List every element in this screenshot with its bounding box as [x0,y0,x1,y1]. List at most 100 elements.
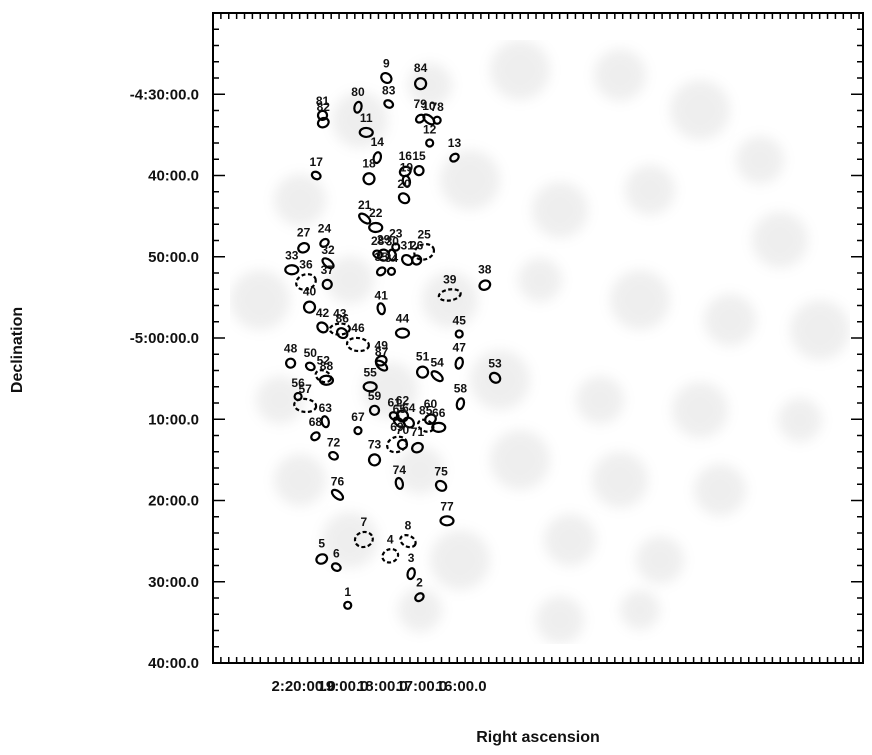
source-88: 88 [318,359,335,386]
source-ellipse [368,404,381,416]
source-34: 34 [385,251,398,276]
source-label: 9 [383,57,390,71]
source-6: 6 [330,547,342,572]
source-label: 49 [375,338,389,352]
source-label: 35 [375,250,389,264]
source-label: 88 [320,359,334,373]
source-label: 15 [412,149,426,163]
source-14: 14 [371,135,385,165]
source-8: 8 [399,519,417,549]
y-tick-label: -5:00:00.0 [130,330,199,347]
source-17: 17 [310,155,323,181]
source-label: 69 [390,420,404,434]
source-label: 13 [448,136,462,150]
source-label: 77 [440,499,454,513]
source-3: 3 [406,551,416,581]
source-ellipse [401,174,412,188]
source-23: 23 [389,227,403,252]
source-ellipse [432,115,442,125]
source-label: 14 [371,135,385,149]
source-label: 81 [316,94,330,108]
y-tick-label: 40:00.0 [148,655,199,672]
source-ellipse [449,152,460,163]
source-label: 68 [309,415,323,429]
source-label: 76 [331,474,345,488]
source-ellipse [396,438,409,451]
source-label: 43 [333,307,347,321]
source-73: 73 [368,437,382,467]
source-4: 4 [381,532,400,564]
source-label: 70 [396,423,410,437]
y-axis: -4:30:00.0 40:00.0 50:00.0 -5:00:00.0 10:00.… [130,12,863,672]
source-label: 63 [319,401,333,415]
source-41: 41 [375,288,388,316]
source-ellipse [394,476,405,490]
source-75: 75 [434,464,448,492]
y-tick-label: 10:00.0 [148,411,199,428]
x-tick-label: 17:00.0 [396,678,447,695]
source-label: 38 [478,263,492,277]
source-43: 43 [328,307,351,336]
source-label: 5 [318,537,325,551]
source-77: 77 [439,499,455,527]
source-label: 78 [430,100,444,114]
source-ellipse [454,356,464,370]
source-ellipse [284,264,300,276]
source-label: 52 [317,354,331,368]
source-ellipse [414,77,428,91]
source-ellipse [414,592,425,603]
source-74: 74 [393,463,407,490]
source-1: 1 [343,585,353,610]
source-ellipse [297,242,311,254]
source-label: 48 [284,342,298,356]
source-ellipse [358,212,372,225]
source-ellipse [431,421,447,433]
source-label: 74 [393,463,407,477]
source-label: 62 [396,394,410,408]
source-label: 37 [321,263,335,277]
source-ellipse [328,322,351,336]
source-59: 59 [368,389,382,416]
source-ellipse [424,413,437,426]
source-42: 42 [316,306,330,334]
source-30: 30 [386,235,399,262]
source-label: 56 [291,376,305,390]
source-ellipse [416,418,435,433]
source-label: 85 [419,403,433,417]
x-axis-title: Right ascension [476,729,600,746]
source-label: 82 [317,100,331,114]
source-51: 51 [416,350,430,379]
source-ellipse [374,359,389,372]
source-label: 60 [424,397,438,411]
source-7: 7 [353,515,374,549]
source-50: 50 [304,346,318,372]
source-label: 51 [416,350,430,364]
source-ellipse [285,357,297,369]
source-label: 59 [368,389,382,403]
source-47: 47 [453,341,466,370]
source-label: 44 [396,312,410,326]
source-ellipse [411,441,424,454]
source-ellipse [321,278,333,290]
source-63: 63 [319,401,333,429]
source-31: 31 [401,239,414,267]
source-label: 50 [304,346,318,360]
source-ellipse [295,273,317,291]
source-12: 12 [423,123,437,148]
source-ellipse [394,327,411,339]
y-tick-label: 40:00.0 [148,168,199,185]
source-ellipse [362,381,378,393]
y-tick-label: 30:00.0 [148,574,199,591]
source-ellipse [310,170,322,181]
source-label: 71 [411,425,425,439]
plot-background [213,13,863,663]
source-40: 40 [303,285,317,314]
source-label: 19 [400,161,414,175]
source-ellipse [397,192,411,205]
source-13: 13 [448,136,462,163]
source-label: 57 [299,382,313,396]
source-label: 65 [393,402,407,416]
source-ellipse [330,488,345,501]
